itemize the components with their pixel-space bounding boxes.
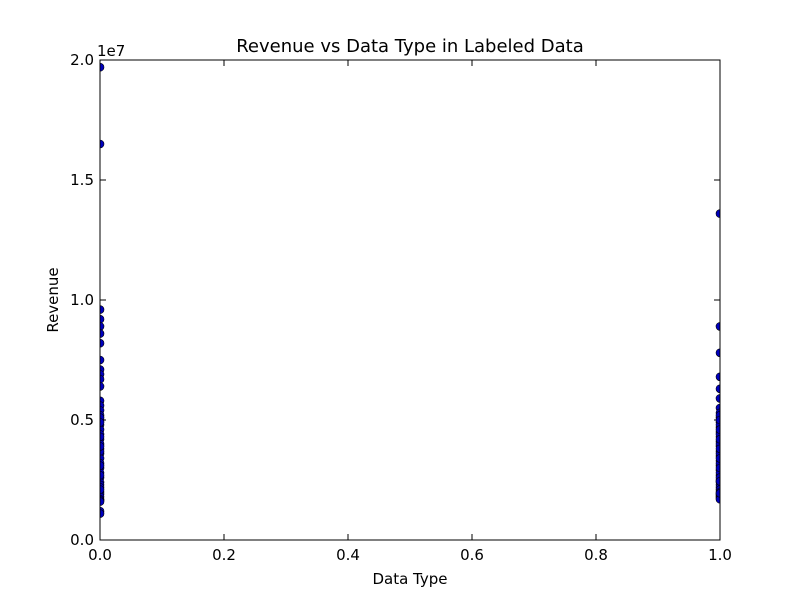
data-points [100,62,720,518]
plot-frame [99,59,721,541]
scatter-point [100,432,105,442]
scatter-point [100,485,105,494]
scatter-point [100,338,105,348]
y-axis-label: Revenue [44,267,62,332]
y-tick-label: 2.0 [70,51,94,69]
scatter-point [100,497,105,506]
y-tick-label: 1.0 [70,291,94,309]
scatter-point [715,384,720,394]
axis-ticks: 0.0 0.2 0.4 0.6 0.8 1.0 0.0 0.5 1.0 1.5 2.0 [70,51,732,564]
y-tick-label: 1.5 [70,171,94,189]
scatter-point [715,463,720,473]
scatter-point [715,444,720,454]
x-tick-label: 0.4 [336,546,360,564]
scatter-point [100,62,105,72]
x-axis-label: Data Type [372,570,447,588]
scatter-point [715,209,720,218]
scatter-point [100,382,105,391]
chart-title: Revenue vs Data Type in Labeled Data [236,36,584,57]
y-tick-label: 0.5 [70,411,94,429]
scatter-point [100,355,105,365]
scatter-point [715,425,720,434]
x-tick-label: 0.0 [88,546,112,564]
y-axis-offset-label: 1e7 [97,42,125,60]
scatter-point [715,415,720,425]
scatter-point [715,372,720,382]
scatter-point [100,418,105,427]
scatter-point [100,470,105,480]
scatter-point [100,509,105,518]
scatter-point [715,322,720,331]
scatter-point [715,476,720,486]
scatter-point [100,314,105,324]
scatter-point [715,434,720,444]
scatter-point [100,322,105,331]
scatter-point [715,488,720,498]
scatter-point [100,139,105,149]
y-tick-label: 0.0 [70,531,94,549]
x-tick-label: 0.2 [212,546,236,564]
scatter-point [715,454,720,463]
scatter-point [715,348,720,358]
x-tick-label: 1.0 [708,546,732,564]
scatter-point [100,329,105,338]
scatter-point [100,461,105,470]
x-tick-label: 0.8 [584,546,608,564]
scatter-point [100,305,105,314]
scatter-point [100,374,105,384]
x-tick-label: 0.6 [460,546,484,564]
scatter-point [715,394,720,403]
scatter-point [100,442,105,451]
